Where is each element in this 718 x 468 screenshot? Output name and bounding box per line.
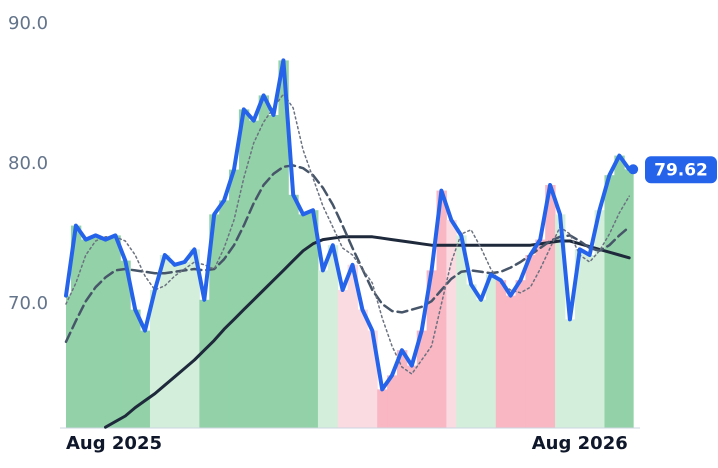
area-segment: [485, 274, 497, 428]
area-segment: [110, 235, 121, 428]
area-segment: [377, 389, 388, 428]
area-segment: [130, 309, 141, 428]
area-segment: [258, 95, 270, 428]
area-segment: [229, 169, 240, 429]
area-segment: [278, 60, 289, 429]
area-segment: [416, 330, 428, 428]
area-segment: [159, 254, 171, 428]
y-tick-label: 80.0: [8, 153, 48, 174]
area-segment: [66, 295, 72, 428]
area-segment: [219, 200, 230, 428]
value-badge: [645, 156, 717, 184]
area-segment: [604, 175, 615, 428]
area-segment: [149, 289, 161, 428]
area-segment: [584, 254, 596, 428]
area-segment: [574, 249, 586, 428]
area-segment: [525, 254, 536, 428]
area-segment: [406, 365, 418, 428]
area-segment: [120, 260, 131, 428]
series-line: [65, 93, 630, 375]
area-segment: [614, 155, 625, 428]
area-segment: [199, 299, 210, 428]
area-segment: [238, 109, 250, 429]
area-segment: [347, 264, 358, 428]
area-segment: [495, 280, 507, 428]
series-line: [64, 164, 631, 344]
area-segment: [268, 114, 279, 428]
area-segment: [327, 245, 339, 428]
area-segment: [545, 184, 556, 428]
area-segment: [426, 270, 437, 428]
area-segment: [466, 284, 477, 428]
x-tick-label: Aug 2025: [66, 433, 162, 454]
area-segment: [387, 375, 398, 428]
series-line: [64, 58, 632, 392]
area-segment: [70, 225, 82, 428]
area-segment: [357, 309, 368, 428]
area-segment: [189, 249, 200, 428]
x-tick-label: Aug 2026: [532, 433, 628, 454]
area-segment: [555, 214, 566, 428]
area-segment: [80, 239, 92, 428]
area-segment: [179, 261, 190, 428]
area-segment: [446, 219, 457, 428]
area-segment: [169, 264, 181, 428]
area-segment: [209, 214, 220, 428]
area-segment: [367, 330, 378, 428]
series-line: [104, 235, 631, 429]
area-segment: [624, 169, 634, 429]
area-segment: [298, 214, 309, 428]
area-segment: [476, 299, 487, 428]
area-segment: [308, 210, 319, 428]
y-tick-label: 90.0: [8, 13, 48, 34]
area-segment: [288, 194, 299, 428]
area-segment: [100, 239, 111, 428]
area-segment: [337, 289, 349, 428]
area-segment: [140, 330, 151, 428]
area-segment: [564, 319, 576, 428]
area-segment: [505, 295, 517, 428]
area-segment: [456, 235, 467, 428]
area-segment: [515, 280, 526, 428]
y-tick-label: 70.0: [8, 293, 48, 314]
last-point: [628, 164, 639, 175]
value-label: 79.62: [654, 160, 708, 180]
area-segment: [594, 210, 605, 428]
area-segment: [535, 239, 546, 428]
area-segment: [248, 120, 260, 428]
area-segment: [90, 235, 102, 428]
area-segment: [396, 350, 408, 428]
area-segment: [317, 270, 329, 428]
area-segment: [436, 190, 447, 428]
